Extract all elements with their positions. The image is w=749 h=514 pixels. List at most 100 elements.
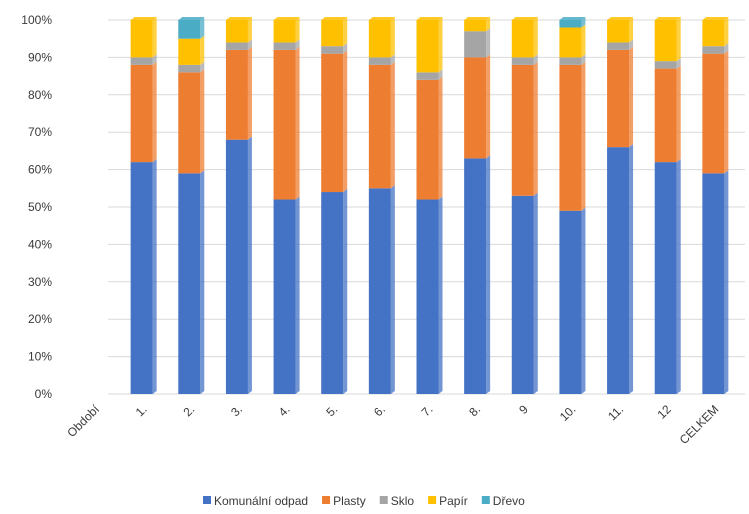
bar-segment-side [247, 136, 252, 394]
bar-top [273, 17, 300, 20]
bar-segment-side [676, 17, 681, 62]
bar-segment [416, 79, 439, 200]
x-axis-ticks: Období 1. 2. 3. 4. 5. 6. 7. 8. 9 10. 11. 12 CELKEM [64, 402, 721, 447]
bar-segment-side [724, 170, 729, 394]
bar-segment-side [200, 35, 205, 65]
x-tick-label: CELKEM [677, 402, 722, 447]
bar-segment [416, 72, 439, 80]
bar-segment-side [486, 155, 491, 394]
bar-segment [273, 199, 296, 394]
x-tick-label: 8. [466, 402, 483, 419]
legend-swatch [481, 496, 490, 504]
bar-segment [273, 49, 296, 200]
bar-segment [178, 64, 201, 73]
bar-segment-side [629, 144, 634, 394]
x-tick-label: 1. [133, 402, 150, 419]
bar-segment [559, 27, 582, 58]
bar-segment-side [200, 17, 205, 39]
bar-top [130, 17, 157, 20]
x-tick-label: 12 [654, 402, 674, 422]
bar-segment [654, 68, 677, 163]
bar-segment [702, 173, 725, 394]
bar-segment-side [390, 61, 395, 189]
bar-segment-side [200, 69, 205, 174]
y-tick-label: 40% [28, 237, 52, 251]
bar-segment-side [724, 17, 729, 47]
bar-segment [654, 162, 677, 394]
bar-segment [368, 57, 391, 65]
bar-segment-side [438, 69, 443, 80]
bar-segment [607, 20, 630, 43]
bar-segment [368, 188, 391, 394]
bar-segment [321, 53, 344, 193]
bar-segment [321, 192, 344, 394]
bar-segment-side [629, 46, 634, 148]
y-axis-ticks: 0% 10% 20% 30% 40% 50% 60% 70% 80% 90% 100% [21, 13, 52, 401]
bars [130, 17, 729, 394]
bar-segment [559, 210, 582, 394]
bar-segment-side [200, 170, 205, 394]
y-tick-label: 70% [28, 125, 52, 139]
bar-segment-side [533, 54, 538, 65]
bar-segment-side [247, 17, 252, 43]
bar-segment-side [343, 17, 348, 47]
bar-segment-side [200, 61, 205, 73]
bar-top [178, 17, 205, 20]
legend-swatch [428, 496, 437, 504]
bar-segment-side [390, 54, 395, 65]
bar-segment-side [438, 17, 443, 73]
bar-top [225, 17, 252, 20]
bar-top [702, 17, 729, 20]
bar-segment [130, 57, 153, 65]
y-tick-label: 100% [21, 13, 52, 27]
bar-segment [178, 38, 201, 65]
bar-segment-side [533, 61, 538, 196]
bar-segment-side [438, 196, 443, 394]
bar-segment-side [343, 189, 348, 394]
bar-segment [702, 20, 725, 47]
bar-segment [511, 195, 534, 394]
bar-segment [654, 20, 677, 62]
bar-segment [702, 46, 725, 54]
bar-segment-side [295, 17, 300, 43]
bar-top [511, 17, 538, 20]
y-tick-label: 0% [35, 387, 53, 401]
legend-entry-label: Komunální odpad [214, 494, 308, 508]
bar-segment-side [438, 76, 443, 200]
x-tick-label: Období [64, 402, 102, 440]
bar-segment [225, 20, 248, 43]
bar-segment-side [581, 24, 586, 58]
bar-segment [511, 57, 534, 65]
bar-segment [559, 20, 582, 28]
bar-segment [225, 42, 248, 50]
bar-segment [321, 20, 344, 47]
bar-segment-side [152, 54, 157, 65]
bar-segment [416, 199, 439, 394]
bar-segment [559, 64, 582, 211]
bar-segment-side [629, 39, 634, 50]
bar-segment [559, 57, 582, 65]
bar-segment [130, 64, 153, 163]
bar-segment-side [486, 17, 491, 32]
legend-entry-label: Sklo [391, 494, 415, 508]
bar-top [654, 17, 681, 20]
bar-top [559, 17, 586, 20]
legend-swatch [322, 496, 331, 504]
y-tick-label: 10% [28, 350, 52, 364]
bar-segment-side [676, 58, 681, 69]
bar-segment-side [486, 28, 491, 58]
bar-segment [607, 42, 630, 50]
y-tick-label: 50% [28, 200, 52, 214]
bar-segment-side [343, 50, 348, 193]
bar-segment-side [295, 46, 300, 200]
bar-top [416, 17, 443, 20]
bar-top [368, 17, 395, 20]
bar-segment [607, 147, 630, 394]
bar-segment [607, 49, 630, 148]
legend-swatch [379, 496, 388, 504]
y-tick-label: 30% [28, 275, 52, 289]
x-tick-label: 3. [228, 402, 245, 419]
bar-segment-side [581, 54, 586, 65]
